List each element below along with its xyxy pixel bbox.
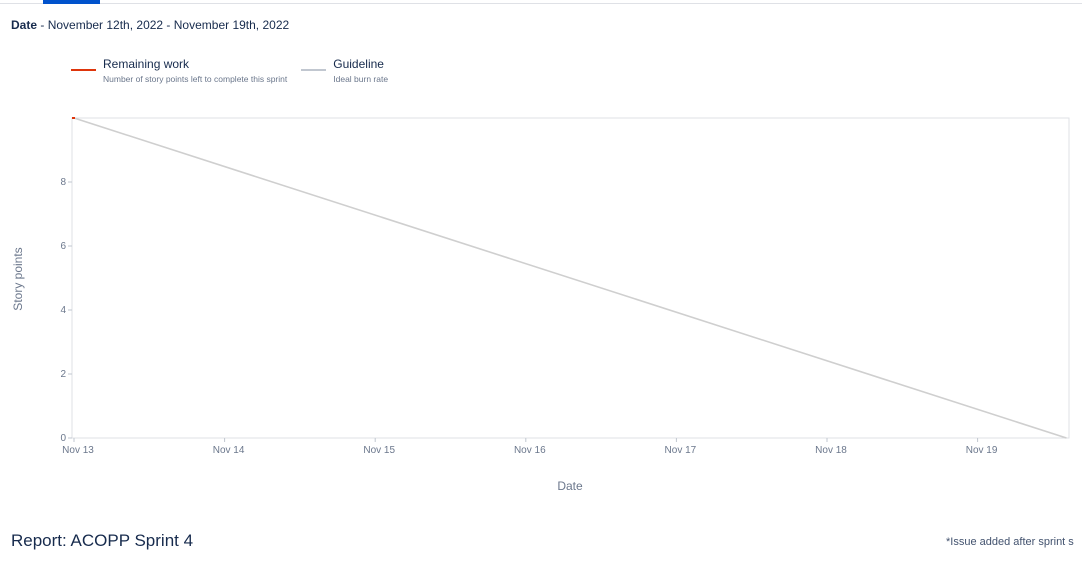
y-tick-label: 8 — [60, 177, 66, 188]
y-axis-title: Story points — [11, 247, 25, 310]
date-range-line: Date - November 12th, 2022 - November 19… — [11, 18, 289, 32]
tab-bar-divider — [0, 3, 1082, 4]
legend-title-guideline: Guideline — [333, 57, 384, 71]
x-tick-label: Nov 14 — [213, 445, 245, 456]
legend-swatch-guideline — [301, 69, 327, 71]
x-tick-label: Nov 13 — [62, 445, 94, 456]
date-range-value: November 12th, 2022 - November 19th, 202… — [47, 18, 290, 32]
chart-legend: Remaining work Number of story points le… — [71, 57, 388, 84]
active-tab-indicator[interactable] — [43, 0, 100, 4]
report-title: Report: ACOPP Sprint 4 — [11, 531, 194, 550]
legend-item-remaining-work[interactable]: Remaining work Number of story points le… — [71, 57, 287, 84]
plot-area — [71, 117, 1070, 439]
x-tick-label: Nov 18 — [815, 445, 847, 456]
y-tick-label: 2 — [60, 369, 66, 380]
legend-desc-remaining-work: Number of story points left to complete … — [103, 74, 288, 84]
y-tick-label: 0 — [60, 433, 66, 444]
legend-title-remaining-work: Remaining work — [103, 57, 190, 71]
issue-added-footnote: *Issue added after sprint s — [946, 536, 1074, 548]
chart-series — [72, 117, 1067, 439]
x-tick-label: Nov 19 — [966, 445, 998, 456]
x-axis-ticks: Nov 13 Nov 14 Nov 15 Nov 16 Nov 17 Nov 18 Nov … — [62, 438, 998, 456]
x-tick-label: Nov 17 — [665, 445, 697, 456]
x-tick-label: Nov 16 — [514, 445, 546, 456]
x-axis-title: Date — [557, 479, 583, 493]
date-separator: - — [37, 18, 48, 32]
date-label: Date — [11, 18, 38, 32]
y-tick-label: 6 — [60, 241, 66, 252]
legend-desc-guideline: Ideal burn rate — [333, 74, 389, 84]
series-line-guideline — [73, 117, 1067, 439]
legend-item-guideline[interactable]: Guideline Ideal burn rate — [301, 57, 388, 84]
y-tick-label: 4 — [60, 305, 66, 316]
y-axis-ticks: 0 2 4 6 8 — [60, 177, 72, 444]
x-tick-label: Nov 15 — [363, 445, 395, 456]
legend-swatch-remaining-work — [71, 69, 96, 71]
